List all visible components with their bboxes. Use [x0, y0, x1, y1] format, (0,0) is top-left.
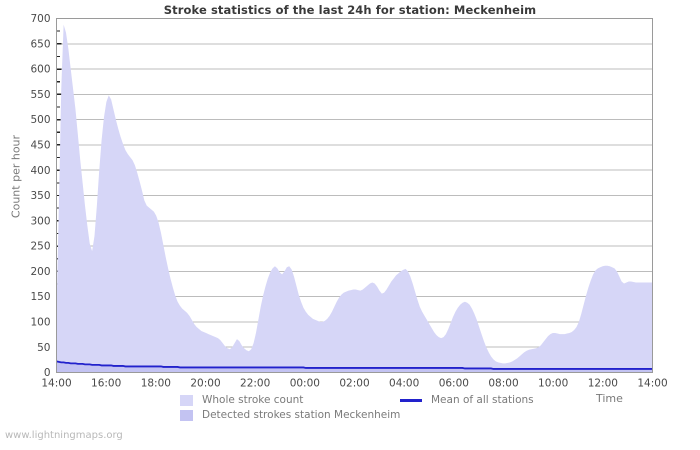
watermark: www.lightningmaps.org: [5, 430, 123, 441]
svg-text:450: 450: [30, 140, 50, 152]
svg-text:200: 200: [30, 266, 50, 278]
svg-text:650: 650: [30, 38, 50, 50]
svg-text:16:00: 16:00: [91, 378, 121, 390]
svg-text:20:00: 20:00: [190, 378, 220, 390]
legend-label-detected-strokes: Detected strokes station Meckenheim: [202, 409, 401, 421]
svg-text:04:00: 04:00: [389, 378, 419, 390]
legend-swatch-detected-strokes: [180, 409, 193, 421]
svg-text:300: 300: [30, 215, 50, 227]
svg-text:14:00: 14:00: [41, 378, 71, 390]
svg-text:02:00: 02:00: [339, 378, 369, 390]
svg-text:18:00: 18:00: [141, 378, 171, 390]
svg-text:00:00: 00:00: [290, 378, 320, 390]
svg-text:700: 700: [30, 13, 50, 25]
legend-swatch-whole-stroke-count: [180, 394, 193, 406]
svg-text:14:00: 14:00: [637, 378, 667, 390]
svg-text:10:00: 10:00: [538, 378, 568, 390]
svg-text:600: 600: [30, 64, 50, 76]
svg-text:400: 400: [30, 165, 50, 177]
svg-text:12:00: 12:00: [588, 378, 618, 390]
svg-text:08:00: 08:00: [488, 378, 518, 390]
svg-text:550: 550: [30, 89, 50, 101]
svg-text:100: 100: [30, 317, 50, 329]
legend-label-whole-stroke-count: Whole stroke count: [202, 394, 304, 406]
legend-item-whole-stroke-count[interactable]: Whole stroke count: [180, 394, 303, 406]
chart-title: Stroke statistics of the last 24h for st…: [163, 3, 537, 17]
svg-text:350: 350: [30, 190, 50, 202]
legend-swatch-mean-of-all-stations: [400, 398, 422, 402]
legend-item-detected-strokes[interactable]: Detected strokes station Meckenheim: [180, 409, 400, 421]
svg-text:50: 50: [37, 342, 50, 354]
svg-text:22:00: 22:00: [240, 378, 270, 390]
legend-item-mean-of-all-stations[interactable]: Mean of all stations: [400, 394, 534, 406]
svg-text:06:00: 06:00: [439, 378, 469, 390]
svg-text:150: 150: [30, 291, 50, 303]
svg-text:500: 500: [30, 114, 50, 126]
svg-text:250: 250: [30, 241, 50, 253]
chart-legend: Whole stroke count Detected strokes stat…: [0, 394, 700, 428]
legend-label-mean-of-all-stations: Mean of all stations: [431, 394, 534, 406]
x-axis-label: Time: [596, 392, 623, 405]
y-axis-label: Count per hour: [9, 134, 23, 219]
svg-text:0: 0: [44, 367, 51, 379]
